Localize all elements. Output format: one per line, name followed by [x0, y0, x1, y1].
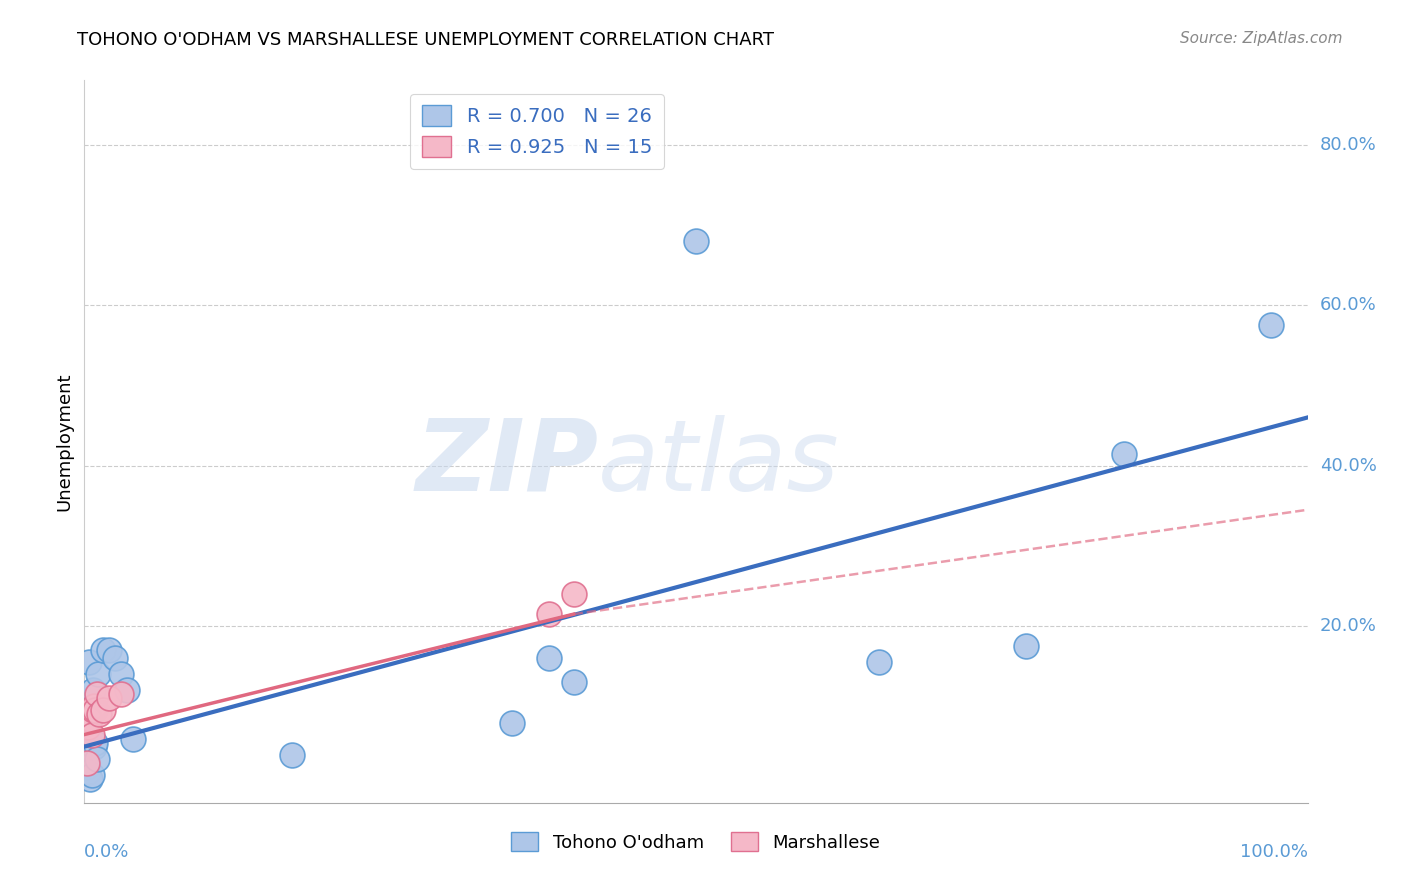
Point — [84, 735, 107, 749]
Point — [538, 607, 561, 621]
Point — [104, 651, 127, 665]
Text: TOHONO O'ODHAM VS MARSHALLESE UNEMPLOYMENT CORRELATION CHART: TOHONO O'ODHAM VS MARSHALLESE UNEMPLOYME… — [77, 31, 775, 49]
Point — [82, 703, 104, 717]
Point — [869, 655, 891, 669]
Point — [502, 715, 524, 730]
Point — [685, 234, 707, 248]
Point — [97, 643, 120, 657]
Point — [80, 767, 103, 781]
Point — [86, 687, 108, 701]
Point — [97, 691, 120, 706]
Text: ZIP: ZIP — [415, 415, 598, 512]
Text: atlas: atlas — [598, 415, 839, 512]
Point — [82, 683, 104, 698]
Point — [115, 683, 138, 698]
Point — [80, 728, 103, 742]
Point — [1015, 639, 1038, 653]
Point — [77, 765, 100, 780]
Point — [83, 739, 105, 754]
Point — [79, 772, 101, 786]
Point — [84, 703, 107, 717]
Text: 20.0%: 20.0% — [1320, 617, 1376, 635]
Legend: Tohono O'odham, Marshallese: Tohono O'odham, Marshallese — [505, 824, 887, 859]
Text: Source: ZipAtlas.com: Source: ZipAtlas.com — [1180, 31, 1343, 46]
Point — [110, 667, 132, 681]
Point — [1260, 318, 1282, 333]
Point — [122, 731, 145, 746]
Point — [77, 712, 100, 726]
Point — [77, 719, 100, 733]
Text: 60.0%: 60.0% — [1320, 296, 1376, 314]
Point — [91, 703, 114, 717]
Text: 80.0%: 80.0% — [1320, 136, 1376, 153]
Point — [562, 587, 585, 601]
Point — [86, 751, 108, 765]
Point — [281, 747, 304, 762]
Text: 0.0%: 0.0% — [84, 843, 129, 861]
Point — [83, 699, 105, 714]
Point — [76, 760, 98, 774]
Point — [110, 687, 132, 701]
Point — [77, 655, 100, 669]
Point — [538, 651, 561, 665]
Point — [87, 667, 110, 681]
Point — [91, 643, 114, 657]
Text: 100.0%: 100.0% — [1240, 843, 1308, 861]
Point — [76, 756, 98, 770]
Point — [75, 757, 97, 772]
Point — [562, 675, 585, 690]
Point — [1114, 446, 1136, 460]
Text: 40.0%: 40.0% — [1320, 457, 1376, 475]
Y-axis label: Unemployment: Unemployment — [55, 372, 73, 511]
Point — [87, 707, 110, 722]
Point — [79, 712, 101, 726]
